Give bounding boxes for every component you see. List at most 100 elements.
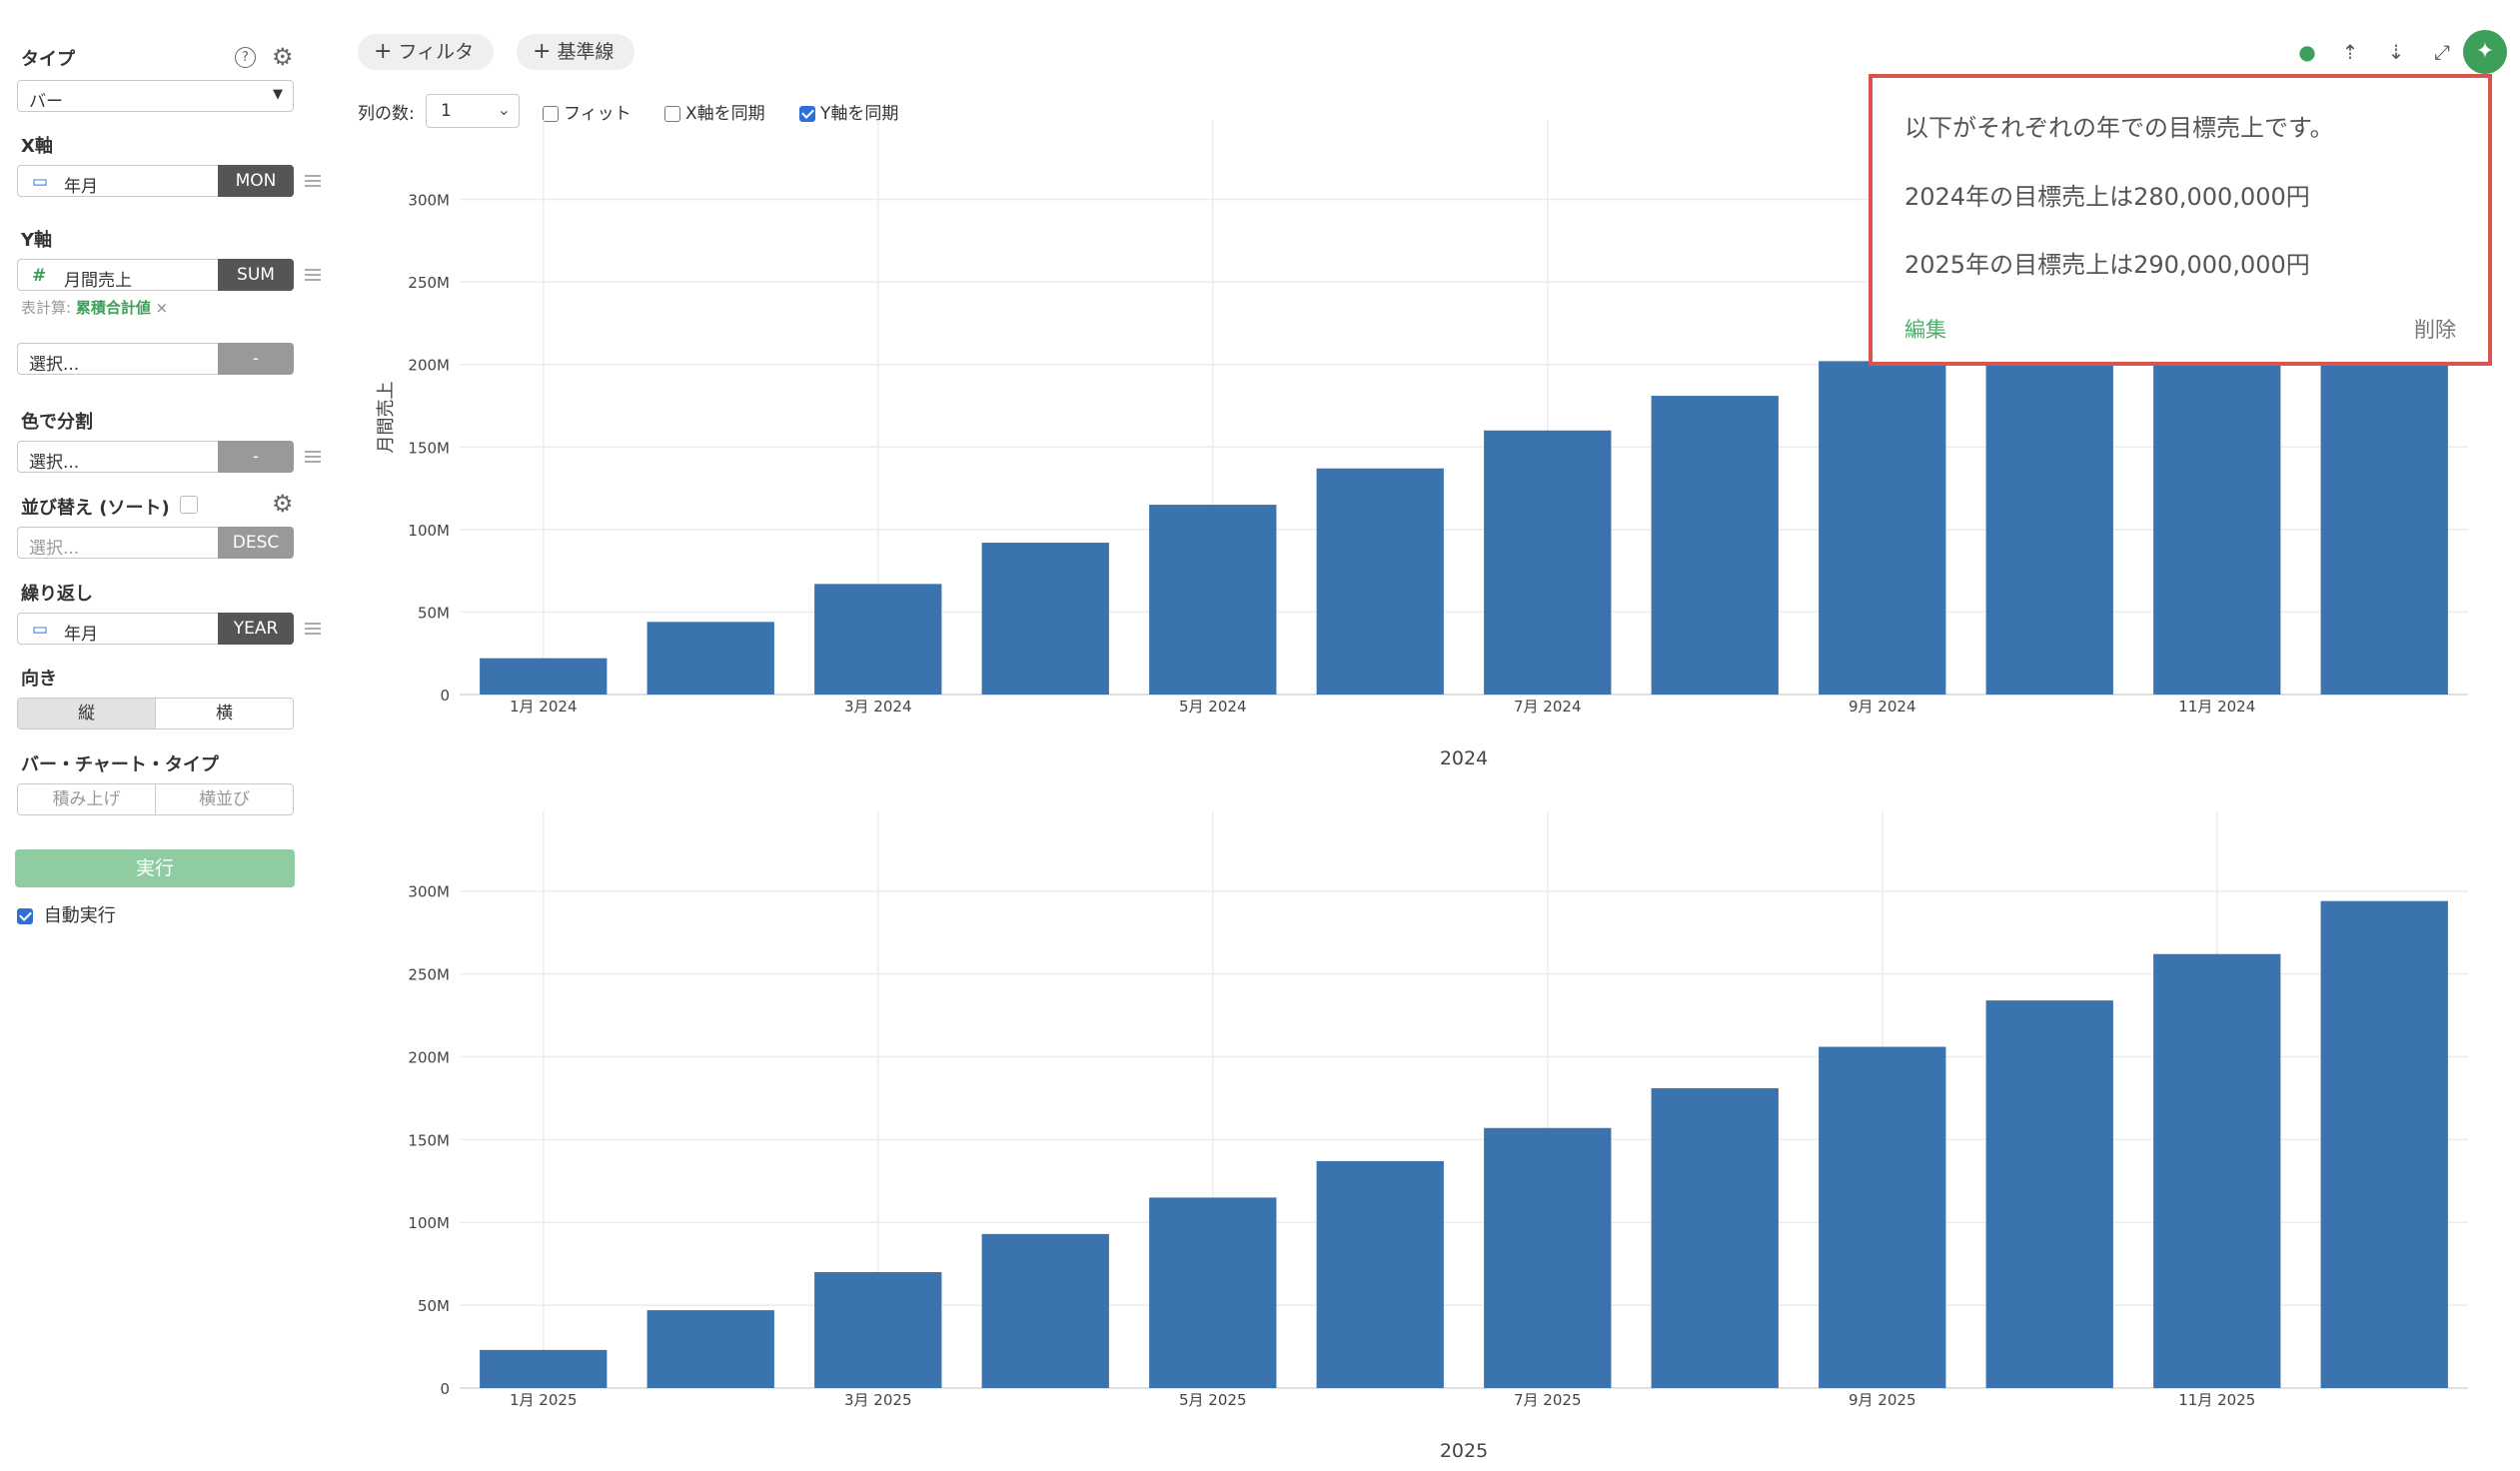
y2-tag: - [218, 343, 294, 375]
table-calc-value[interactable]: 累積合計値 [75, 299, 151, 317]
type-label: タイプ [21, 49, 75, 70]
expand-icon[interactable]: ⤢ [2434, 40, 2450, 64]
color-split-placeholder: 選択... [29, 453, 80, 473]
bar [1149, 505, 1277, 695]
bar [2153, 953, 2281, 1388]
color-split-label: 色で分割 [21, 412, 93, 433]
help-icon[interactable]: ? [235, 47, 256, 68]
y-tick-label: 50M [418, 1297, 450, 1315]
x-tick-label: 9月 2025 [1849, 1391, 1916, 1409]
bar [1484, 1127, 1612, 1388]
gear-icon[interactable]: ⚙ [272, 43, 294, 71]
bar [1985, 1000, 2113, 1388]
x-tick-label: 5月 2025 [1179, 1391, 1247, 1409]
sort-gear-icon[interactable]: ⚙ [272, 490, 294, 518]
x-tick-label: 1月 2024 [510, 698, 578, 716]
hash-icon: # [32, 266, 47, 286]
color-split-field[interactable]: 選択... - [17, 441, 294, 473]
pin-icon[interactable]: ✦ [2463, 30, 2507, 74]
x-tick-label: 11月 2025 [2178, 1391, 2255, 1409]
y-tick-label: 200M [408, 1048, 450, 1066]
bar-type-grouped[interactable]: 横並び [155, 784, 293, 814]
sort-field[interactable]: 選択... DESC [17, 527, 294, 559]
auto-run[interactable]: 自動実行 [17, 901, 116, 927]
repeat-menu-icon[interactable] [305, 620, 321, 638]
x-tick-label: 11月 2024 [2178, 698, 2255, 716]
color-split-menu-icon[interactable] [305, 448, 321, 466]
bar [646, 622, 774, 695]
bar [2320, 900, 2448, 1388]
orientation-vertical[interactable]: 縦 [18, 699, 155, 729]
bar [814, 1271, 942, 1388]
sync-y-option[interactable]: Y軸を同期 [799, 99, 898, 124]
repeat-label: 繰り返し [21, 584, 93, 605]
y-tick-label: 300M [408, 883, 450, 901]
sync-y-checkbox[interactable] [799, 106, 815, 122]
bar-type-toggle: 積み上げ 横並び [17, 783, 294, 815]
xaxis-field[interactable]: ▭ 年月 MON [17, 165, 294, 197]
fit-checkbox[interactable] [543, 106, 559, 122]
xaxis-aggregation-tag[interactable]: MON [218, 165, 294, 197]
sync-x-checkbox[interactable] [664, 106, 680, 122]
comment-icon[interactable]: ● [2298, 40, 2316, 64]
fit-label: フィット [564, 104, 631, 124]
bar [981, 543, 1109, 695]
orientation-toggle: 縦 横 [17, 698, 294, 730]
yaxis-aggregation-tag[interactable]: SUM [218, 259, 294, 291]
bar-type-stacked[interactable]: 積み上げ [52, 789, 121, 809]
repeat-field-name: 年月 [64, 625, 98, 645]
download-icon[interactable]: ⇣ [2387, 40, 2405, 64]
bar [1651, 1087, 1779, 1388]
sync-x-option[interactable]: X軸を同期 [664, 99, 765, 124]
calendar-icon: ▭ [32, 620, 49, 640]
y-tick-label: 0 [440, 687, 450, 705]
sort-direction-tag[interactable]: DESC [218, 527, 294, 559]
x-tick-label: 9月 2024 [1849, 698, 1916, 716]
y2-field[interactable]: 選択... - [17, 343, 294, 375]
calendar-icon: ▭ [32, 172, 49, 192]
x-tick-label: 5月 2024 [1179, 698, 1247, 716]
note-delete-link[interactable]: 削除 [2414, 318, 2456, 342]
settings-sidebar: タイプ ? ⚙ バー ▼ X軸 ▭ 年月 MON Y軸 # 月間売上 SUM 表… [0, 0, 340, 1471]
bar [1651, 396, 1779, 695]
upload-icon[interactable]: ⇡ [2341, 40, 2359, 64]
sort-label: 並び替え (ソート) [21, 498, 170, 519]
y-axis-title: 月間売上 [376, 382, 397, 454]
xaxis-menu-icon[interactable] [305, 172, 321, 190]
y-tick-label: 250M [408, 274, 450, 292]
fit-option[interactable]: フィット [543, 99, 631, 124]
y-tick-label: 300M [408, 192, 450, 210]
x-tick-label: 3月 2025 [844, 1391, 912, 1409]
plus-icon: + [533, 39, 552, 64]
yaxis-label: Y軸 [21, 230, 53, 251]
baseline-button[interactable]: + 基準線 [517, 34, 634, 70]
chevron-down-icon: ▼ [273, 87, 283, 102]
bar [1819, 1046, 1946, 1388]
y-tick-label: 50M [418, 604, 450, 622]
repeat-aggregation-tag[interactable]: YEAR [218, 613, 294, 645]
note-line-1: 以下がそれぞれの年での目標売上です。 [1904, 114, 2334, 142]
xaxis-label: X軸 [21, 136, 53, 157]
sync-x-label: X軸を同期 [685, 104, 765, 124]
filter-button[interactable]: + フィルタ [358, 34, 495, 70]
auto-run-checkbox[interactable] [17, 908, 33, 924]
bar [480, 658, 608, 695]
x-tick-label: 7月 2025 [1514, 1391, 1582, 1409]
columns-select[interactable]: 1 ⌄ [426, 94, 520, 128]
chart-title: 2024 [1440, 747, 1488, 769]
y-tick-label: 150M [408, 439, 450, 457]
table-calc-remove-icon[interactable]: × [155, 299, 169, 317]
note-line-2: 2024年の目標売上は280,000,000円 [1904, 183, 2310, 211]
sort-checkbox[interactable] [180, 496, 198, 514]
run-button[interactable]: 実行 [15, 849, 295, 887]
chart-title: 2025 [1440, 1440, 1488, 1462]
note-edit-link[interactable]: 編集 [1904, 318, 1946, 342]
yaxis-menu-icon[interactable] [305, 266, 321, 284]
yaxis-field[interactable]: # 月間売上 SUM [17, 259, 294, 291]
type-select[interactable]: バー ▼ [17, 80, 294, 112]
repeat-field[interactable]: ▭ 年月 YEAR [17, 613, 294, 645]
orientation-horizontal[interactable]: 横 [155, 699, 293, 729]
orientation-label: 向き [21, 669, 57, 690]
chevron-down-icon: ⌄ [497, 100, 511, 119]
bar [814, 584, 942, 695]
